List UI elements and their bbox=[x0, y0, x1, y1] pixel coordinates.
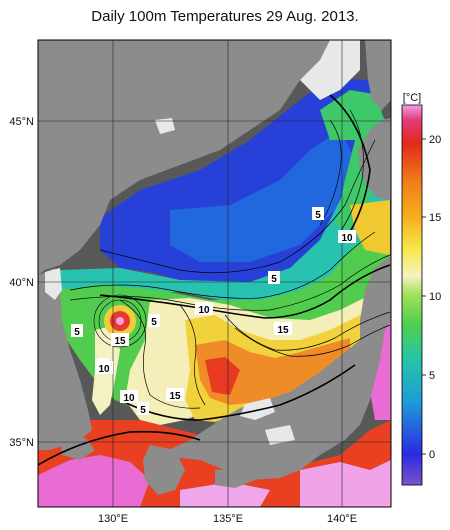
svg-text:10: 10 bbox=[98, 364, 110, 375]
shelf-spot-b bbox=[265, 425, 295, 445]
contour-label: 5 bbox=[268, 271, 280, 285]
contour-label-group: 5 10 5 10 5 5 15 5 15 10 10 5 15 bbox=[71, 207, 356, 416]
lon-label: 130°E bbox=[98, 513, 128, 525]
south-pink-east bbox=[300, 460, 391, 507]
contour-label: 10 bbox=[338, 230, 356, 244]
contour-label: 5 bbox=[148, 314, 160, 328]
warm-tongue-red bbox=[205, 357, 240, 395]
svg-text:5: 5 bbox=[140, 405, 146, 416]
cold-basin-light bbox=[170, 130, 355, 262]
contour-lines bbox=[69, 109, 391, 409]
japan-hokkaido bbox=[358, 118, 391, 200]
korea-shelf bbox=[45, 268, 62, 300]
colorbar-tick: 10 bbox=[429, 291, 441, 303]
contour-label: 10 bbox=[120, 390, 138, 404]
svg-text:5: 5 bbox=[151, 317, 157, 328]
map-area bbox=[38, 40, 391, 507]
lat-label: 35°N bbox=[9, 437, 34, 449]
svg-text:5: 5 bbox=[315, 210, 321, 221]
contour-label: 10 bbox=[95, 361, 113, 375]
kyushu bbox=[143, 445, 185, 495]
lon-label: 140°E bbox=[327, 513, 357, 525]
japan-honshu bbox=[165, 255, 391, 480]
svg-text:10: 10 bbox=[198, 305, 210, 316]
eddy-core bbox=[116, 317, 124, 325]
colorbar-tick: 20 bbox=[429, 134, 441, 146]
colorbar-tick: 0 bbox=[429, 449, 435, 461]
svg-text:5: 5 bbox=[271, 274, 277, 285]
longitude-labels: 130°E 135°E 140°E bbox=[98, 513, 357, 525]
page-title: Daily 100m Temperatures 29 Aug. 2013. bbox=[91, 8, 359, 25]
svg-text:5: 5 bbox=[74, 327, 80, 338]
korea-peninsula bbox=[38, 268, 92, 450]
honshu-shelf bbox=[240, 398, 275, 420]
colorbar-tick: 15 bbox=[429, 212, 441, 224]
contour-label: 15 bbox=[111, 333, 129, 347]
map-frame bbox=[37, 39, 392, 508]
svg-text:15: 15 bbox=[277, 325, 289, 336]
tartary-shelf bbox=[300, 40, 360, 100]
colorbar-tick: 5 bbox=[429, 370, 435, 382]
contour-label: 15 bbox=[166, 388, 184, 402]
south-magenta bbox=[38, 455, 150, 507]
asia-mainland bbox=[38, 40, 330, 275]
contour-label: 10 bbox=[195, 302, 213, 316]
lat-label: 45°N bbox=[9, 116, 34, 128]
shelf-spot-a bbox=[155, 118, 175, 134]
svg-text:10: 10 bbox=[123, 393, 135, 404]
major-contours bbox=[38, 94, 391, 466]
contour-label: 15 bbox=[274, 322, 292, 336]
latitude-labels: 45°N 40°N 35°N bbox=[9, 116, 34, 449]
svg-text:15: 15 bbox=[114, 336, 126, 347]
colorbar-unit: [°C] bbox=[403, 92, 421, 104]
lon-label: 135°E bbox=[213, 513, 243, 525]
ne-green-band bbox=[320, 90, 385, 230]
south-pink-center bbox=[180, 482, 270, 507]
svg-text:10: 10 bbox=[341, 233, 353, 244]
contour-label: 5 bbox=[137, 402, 149, 416]
sakhalin bbox=[365, 40, 391, 110]
lat-label: 40°N bbox=[9, 277, 34, 289]
shikoku bbox=[215, 468, 255, 488]
svg-text:15: 15 bbox=[169, 391, 181, 402]
colorbar-gradient bbox=[401, 104, 423, 486]
colorbar: [°C] 20 15 10 5 0 bbox=[401, 92, 441, 486]
contour-label: 5 bbox=[71, 324, 83, 338]
contour-label: 5 bbox=[312, 207, 324, 221]
cyan-band bbox=[60, 110, 390, 305]
warm-tongue-orange bbox=[195, 338, 350, 405]
ne-warm-band bbox=[350, 200, 390, 255]
graticule bbox=[38, 40, 391, 507]
